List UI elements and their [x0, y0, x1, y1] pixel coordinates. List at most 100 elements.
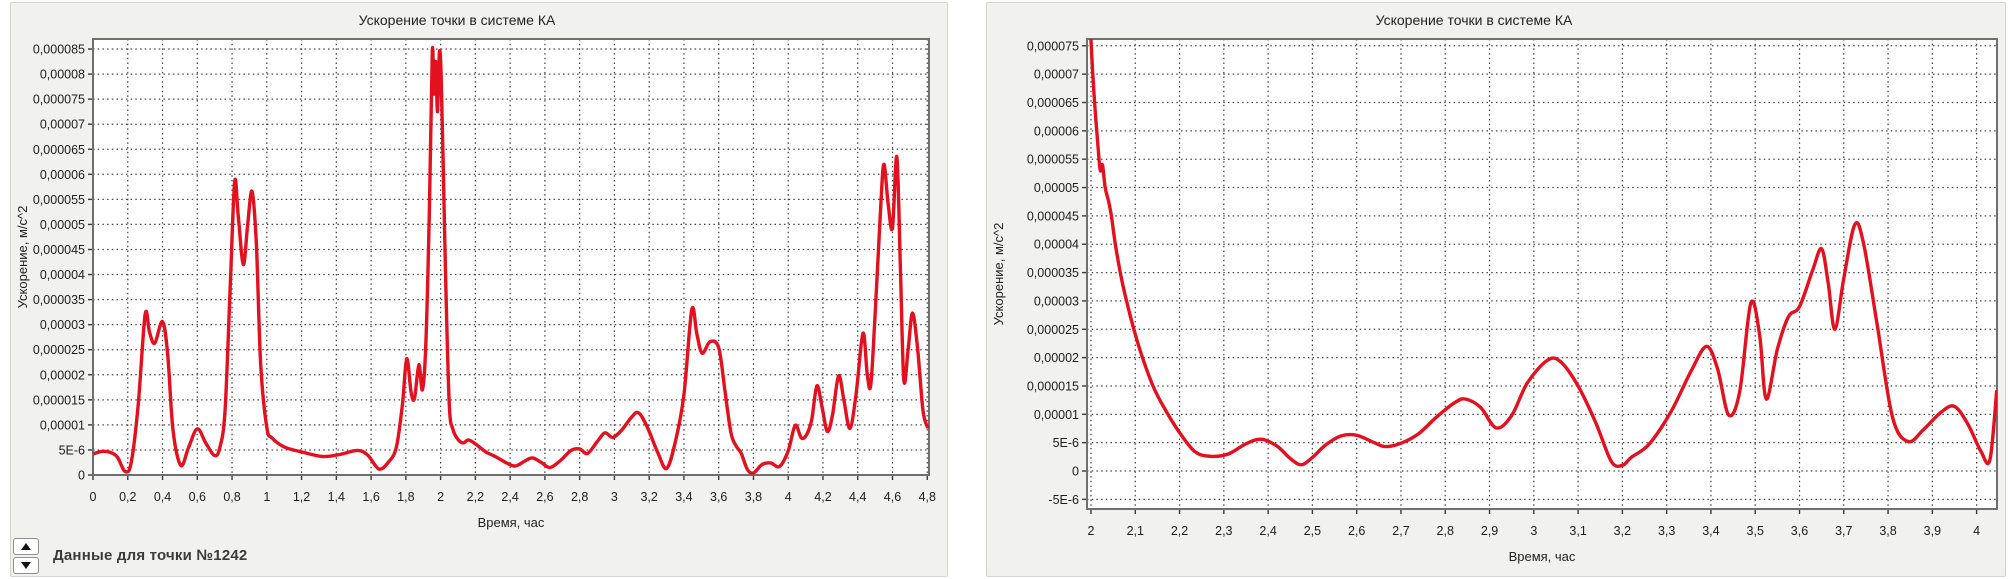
- arrow-down-icon: [21, 562, 31, 569]
- y-axis-label: Ускорение, м/с^2: [991, 223, 1006, 326]
- x-tick-label: 2,9: [1481, 524, 1498, 538]
- y-tick-label: 0,00002: [40, 368, 85, 382]
- y-tick-label: 0,00006: [40, 168, 85, 182]
- x-tick-label: 0: [90, 490, 97, 504]
- x-tick-label: 4: [1973, 524, 1980, 538]
- chart-title: Ускорение точки в системе КА: [359, 12, 556, 28]
- x-tick-label: 4,8: [919, 490, 936, 504]
- chart-panel-left: 0 5E-6 0,00001 0,000015 0,00002 0,000025 0,000…: [10, 2, 948, 577]
- x-tick-label: 2,1: [1127, 524, 1144, 538]
- x-axis-label: Время, час: [1509, 549, 1576, 564]
- chart-svg: -5E-6 0 5E-6 0,00001 0,000015 0,00002 0,000025…: [991, 12, 1998, 564]
- x-tick-label: 3,5: [1747, 524, 1764, 538]
- point-number-spinner[interactable]: [13, 538, 39, 574]
- y-tick-label: 0,00001: [1034, 408, 1079, 422]
- y-tick-label: 0: [1072, 465, 1079, 479]
- x-tick-label: 0,4: [154, 490, 171, 504]
- y-tick-label: 0,000075: [1027, 39, 1079, 53]
- x-tick-label: 2,3: [1215, 524, 1232, 538]
- x-tick-label: 1,2: [293, 490, 310, 504]
- plot-border: [1086, 38, 1998, 510]
- y-tick-label: 0,000055: [1027, 153, 1079, 167]
- y-tick-label: 0,000065: [33, 143, 85, 157]
- y-tick-label: 0,000025: [33, 343, 85, 357]
- x-tick-label: 3,9: [1924, 524, 1941, 538]
- y-tick-label: 0,00004: [40, 268, 85, 282]
- x-tick-label: 2,2: [1171, 524, 1188, 538]
- y-tick-label: 5E-6: [1053, 436, 1079, 450]
- x-tick-label: 0,8: [223, 490, 240, 504]
- y-tick-label: 5E-6: [59, 443, 85, 457]
- x-tick-label: 3: [611, 490, 618, 504]
- point-data-label: Данные для точки №1242: [53, 547, 248, 564]
- y-tick-label: 0,00001: [40, 418, 85, 432]
- spinner-up-button[interactable]: [13, 538, 39, 555]
- x-tick-label: 3,8: [745, 490, 762, 504]
- x-tick-label: 2: [437, 490, 444, 504]
- y-tick-label: 0,00002: [1034, 351, 1079, 365]
- chart-panel-right: -5E-6 0 5E-6 0,00001 0,000015 0,00002 0,000025…: [986, 2, 2006, 577]
- y-tick-label: 0,000015: [33, 393, 85, 407]
- x-tick-label: 2,4: [501, 490, 518, 504]
- acceleration-chart-right: -5E-6 0 5E-6 0,00001 0,000015 0,00002 0,000025…: [987, 3, 2005, 576]
- x-tick-label: 2,5: [1304, 524, 1321, 538]
- y-tick-label: 0,00003: [40, 318, 85, 332]
- plot-area: [93, 39, 929, 475]
- x-tick-label: 2,8: [571, 490, 588, 504]
- y-tick-label: 0: [78, 469, 85, 483]
- x-tick-label: 2,6: [536, 490, 553, 504]
- x-tick-label: 3: [1530, 524, 1537, 538]
- x-tick-label: 1,6: [362, 490, 379, 504]
- y-tick-label: 0,000055: [33, 193, 85, 207]
- x-tick-label: 2: [1088, 524, 1095, 538]
- x-tick-label: 3,6: [710, 490, 727, 504]
- y-tick-label: 0,000025: [1027, 323, 1079, 337]
- y-tick-label: 0,00004: [1034, 238, 1079, 252]
- y-tick-label: 0,00007: [40, 118, 85, 132]
- x-tick-label: 3,2: [640, 490, 657, 504]
- x-tick-label: 3,7: [1835, 524, 1852, 538]
- y-tick-label: 0,000065: [1027, 96, 1079, 110]
- y-tick-label: 0,00006: [1034, 124, 1079, 138]
- y-tick-label: 0,000075: [33, 93, 85, 107]
- series-line: [1089, 39, 1997, 468]
- x-tick-label: 4,2: [814, 490, 831, 504]
- x-tick-label: 3,4: [1702, 524, 1719, 538]
- chart-svg: 0 5E-6 0,00001 0,000015 0,00002 0,000025 0,000…: [15, 12, 936, 530]
- y-tick-label: 0,000015: [1027, 379, 1079, 393]
- spinner-down-button[interactable]: [13, 557, 39, 574]
- x-tick-label: 4,4: [849, 490, 866, 504]
- grid-lines: [1087, 39, 1997, 509]
- x-tick-label: 0,2: [119, 490, 136, 504]
- x-tick-label: 3,1: [1569, 524, 1586, 538]
- plot-border: [92, 38, 930, 476]
- y-axis-label: Ускорение, м/с^2: [15, 206, 30, 309]
- chart-title: Ускорение точки в системе КА: [1376, 12, 1573, 28]
- x-tick-label: 3,2: [1614, 524, 1631, 538]
- x-tick-label: 3,8: [1879, 524, 1896, 538]
- x-tick-label: 1: [263, 490, 270, 504]
- y-tick-label: 0,000035: [1027, 266, 1079, 280]
- x-tick-label: 2,4: [1259, 524, 1276, 538]
- y-tick-label: 0,000045: [33, 243, 85, 257]
- x-tick-label: 0,6: [189, 490, 206, 504]
- y-tick-label: 0,000085: [33, 43, 85, 57]
- y-tick-label: 0,00005: [40, 218, 85, 232]
- grid-lines: [92, 39, 929, 476]
- axis-ticks: [1082, 45, 1978, 514]
- tick-labels: -5E-6 0 5E-6 0,00001 0,000015 0,00002 0,000025…: [1027, 39, 1980, 538]
- x-tick-label: 2,8: [1437, 524, 1454, 538]
- y-tick-label: 0,000035: [33, 293, 85, 307]
- arrow-up-icon: [21, 543, 31, 550]
- acceleration-chart-left: 0 5E-6 0,00001 0,000015 0,00002 0,000025 0,000…: [11, 3, 947, 576]
- x-tick-label: 4,6: [884, 490, 901, 504]
- x-tick-label: 1,8: [397, 490, 414, 504]
- x-tick-label: 3,3: [1658, 524, 1675, 538]
- x-tick-label: 4: [785, 490, 792, 504]
- y-tick-label: 0,00003: [1034, 294, 1079, 308]
- x-tick-label: 2,2: [467, 490, 484, 504]
- tick-labels: 0 5E-6 0,00001 0,000015 0,00002 0,000025 0,000…: [33, 43, 936, 504]
- x-tick-label: 2,6: [1348, 524, 1365, 538]
- x-tick-label: 2,7: [1392, 524, 1409, 538]
- series-line: [93, 46, 929, 475]
